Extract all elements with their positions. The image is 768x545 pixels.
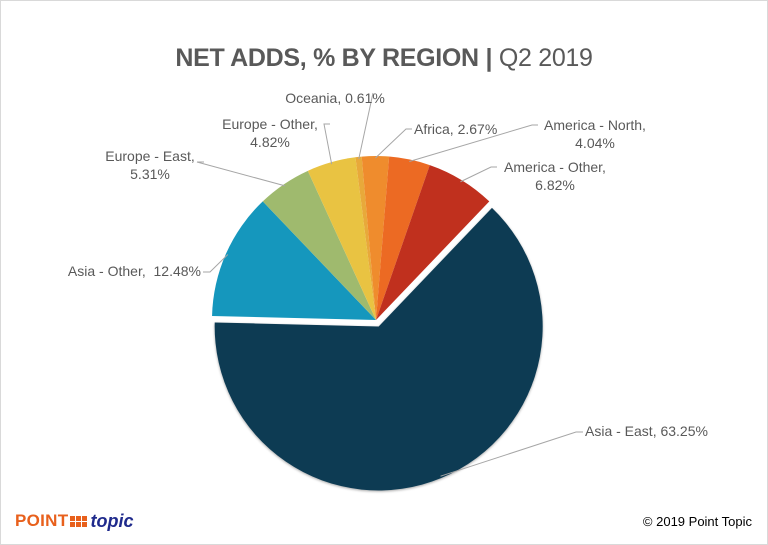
chart-title-main: NET ADDS, % BY REGION: [175, 44, 479, 72]
pie-slice-europe-other: [307, 157, 376, 320]
logo-grid-icon: [70, 515, 88, 527]
leader-line-oceania: [358, 92, 374, 160]
pie-slice-asia-east: [214, 207, 543, 491]
copyright-text: © 2019 Point Topic: [642, 514, 752, 529]
data-label-europe-east-value: 5.31%: [130, 166, 170, 182]
data-label-oceania: Oceania, 0.61%: [285, 90, 385, 106]
pie-slice-asia-other: [212, 201, 376, 320]
pie-slice-america-other: [376, 165, 490, 320]
leader-lines: [196, 92, 583, 477]
data-label-america-other-name: America - Other,: [504, 159, 606, 175]
pie-slices: [212, 156, 543, 491]
chart-subtitle: Q2 2019: [498, 44, 593, 72]
leader-line-america-other: [460, 166, 497, 183]
logo-point-text: POINT: [15, 511, 69, 530]
pie-slice-europe-east: [262, 170, 376, 320]
pie-slice-america-north: [376, 156, 430, 320]
data-label-asia-other: Asia - Other, 12.48%: [68, 263, 201, 279]
data-label-europe-other-value: 4.82%: [250, 134, 290, 150]
pie-slice-oceania: [355, 156, 376, 320]
pie-slice-africa: [361, 156, 390, 320]
chart-title-separator: |: [485, 44, 493, 72]
leader-line-asia-other: [203, 254, 229, 273]
data-label-europe-other-name: Europe - Other,: [222, 116, 318, 132]
data-label-africa: Africa, 2.67%: [414, 121, 497, 137]
logo-topic-text: topic: [90, 510, 134, 531]
data-labels: Asia - East, 63.25% Asia - Other, 12.48%…: [68, 90, 708, 439]
chart-title: NET ADDS, % BY REGION | Q2 2019: [0, 44, 768, 73]
data-label-america-north-name: America - North,: [544, 117, 646, 133]
point-topic-logo: POINT topic: [15, 510, 133, 532]
data-label-america-other-value: 6.82%: [535, 177, 575, 193]
data-label-asia-east: Asia - East, 63.25%: [585, 423, 708, 439]
leader-line-america-north: [409, 124, 538, 162]
data-label-europe-east-name: Europe - East,: [105, 148, 195, 164]
leader-line-africa: [375, 128, 412, 159]
leader-line-asia-east: [440, 431, 583, 477]
leader-line-europe-other: [323, 123, 333, 165]
data-label-america-north-value: 4.04%: [575, 135, 615, 151]
leader-line-europe-east: [196, 161, 286, 187]
